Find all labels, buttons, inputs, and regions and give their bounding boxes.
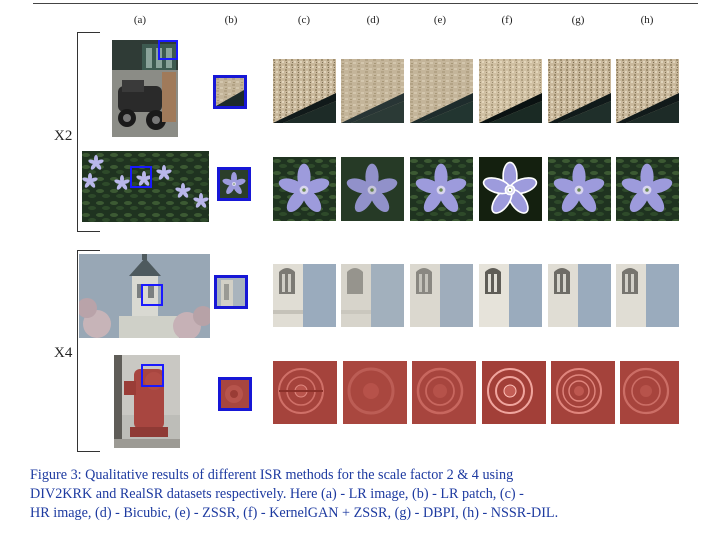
nssr-dil-hydrant [620, 361, 679, 424]
patch-locator-box [158, 40, 178, 60]
bicubic-wall [341, 59, 404, 123]
scale-label-x2: X2 [54, 128, 73, 144]
x4-bracket [77, 250, 100, 452]
bicubic-flower [341, 157, 404, 221]
lr-image-car-scene [112, 40, 178, 137]
nssr-dil-flower [616, 157, 679, 221]
x2-bracket [77, 32, 100, 232]
column-label-c: (c) [297, 14, 311, 26]
column-label-h: (h) [640, 14, 654, 26]
dbpi-flower [548, 157, 611, 221]
patch-locator-box [141, 364, 164, 387]
nssr-dil-building [616, 264, 679, 327]
caption-line: Figure 3: Qualitative results of differe… [30, 467, 514, 483]
zssr-building [410, 264, 473, 327]
zssr-hydrant [412, 361, 476, 424]
kernelgan-zssr-flower [479, 157, 542, 221]
patch-locator-box [141, 284, 163, 306]
dbpi-hydrant [551, 361, 615, 424]
hr-image-flower [273, 157, 336, 221]
column-label-e: (e) [433, 14, 447, 26]
caption-line: HR image, (d) - Bicubic, (e) - ZSSR, (f)… [30, 505, 559, 521]
scale-label-x4: X4 [54, 345, 73, 361]
dbpi-building [548, 264, 611, 327]
zssr-wall [410, 59, 473, 123]
caption-line: DIV2KRK and RealSR datasets respectively… [30, 486, 524, 502]
nssr-dil-wall [616, 59, 679, 123]
kernelgan-zssr-wall [479, 59, 542, 123]
kernelgan-zssr-building [479, 264, 542, 327]
figure-caption: Figure 3: Qualitative results of differe… [30, 466, 694, 523]
kernelgan-zssr-hydrant [482, 361, 546, 424]
zssr-flower [410, 157, 473, 221]
lr-patch-flower [217, 167, 251, 201]
column-label-g: (g) [571, 14, 585, 26]
bicubic-building [341, 264, 404, 327]
column-label-b: (b) [224, 14, 238, 26]
lr-patch-wall [213, 75, 247, 109]
lr-image-tower [79, 254, 210, 338]
lr-patch-hydrant [218, 377, 252, 411]
hr-image-hydrant [273, 361, 337, 424]
lr-patch-building [214, 275, 248, 309]
column-label-f: (f) [501, 14, 513, 26]
patch-locator-box [130, 166, 152, 188]
bicubic-hydrant [343, 361, 407, 424]
column-label-d: (d) [366, 14, 380, 26]
hr-image-wall [273, 59, 336, 123]
dbpi-wall [548, 59, 611, 123]
top-rule [33, 3, 698, 4]
column-label-a: (a) [133, 14, 147, 26]
hr-image-building [273, 264, 336, 327]
